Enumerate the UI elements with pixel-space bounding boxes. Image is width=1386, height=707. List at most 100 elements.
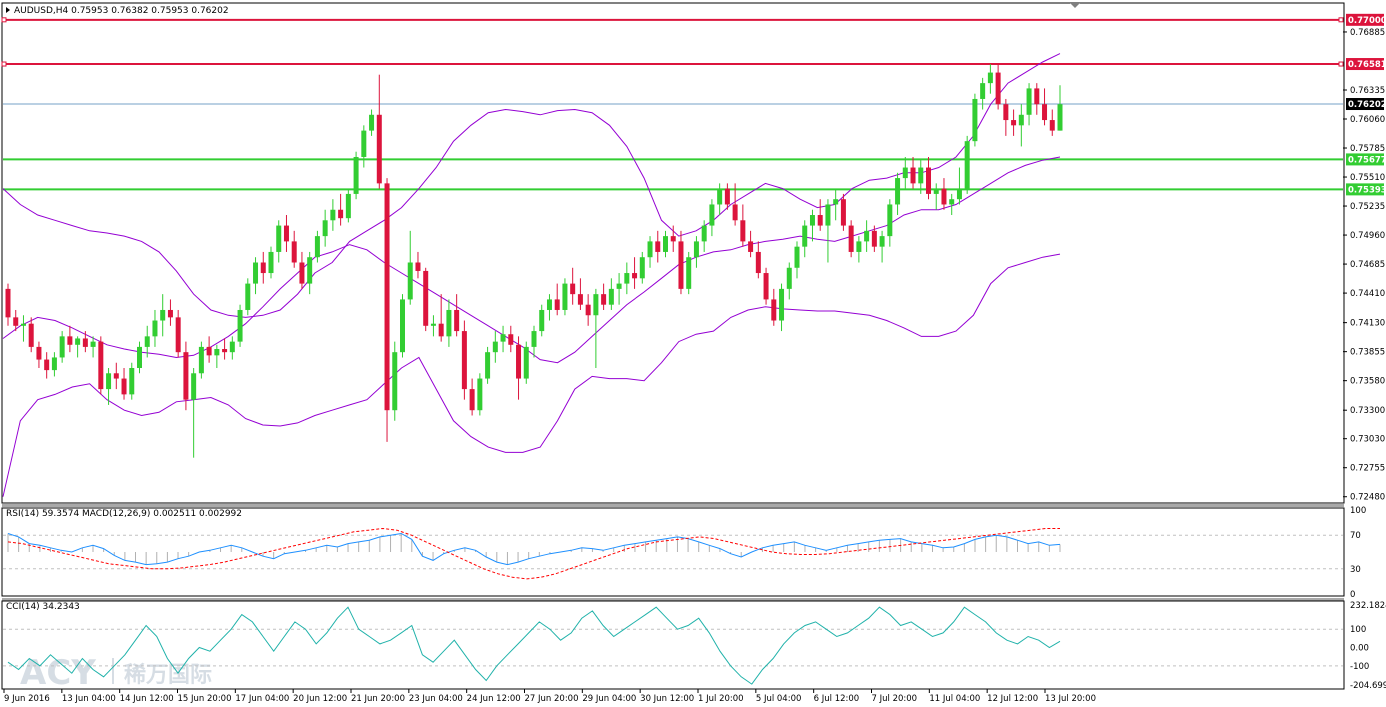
candle[interactable]	[864, 220, 870, 252]
candle[interactable]	[407, 230, 413, 305]
candle[interactable]	[616, 273, 622, 305]
candle[interactable]	[539, 304, 545, 337]
candle[interactable]	[82, 331, 88, 353]
candle[interactable]	[5, 283, 11, 326]
candle[interactable]	[361, 125, 367, 168]
candle[interactable]	[469, 378, 475, 416]
candle[interactable]	[268, 246, 274, 279]
candle[interactable]	[732, 183, 738, 226]
candle[interactable]	[755, 241, 761, 279]
candle[interactable]	[531, 325, 537, 358]
candle[interactable]	[67, 325, 73, 353]
candle[interactable]	[330, 199, 336, 231]
candle[interactable]	[214, 344, 220, 369]
candle[interactable]	[90, 336, 96, 358]
candle[interactable]	[492, 331, 498, 363]
candle[interactable]	[577, 278, 583, 310]
candle[interactable]	[709, 199, 715, 237]
candle[interactable]	[1011, 109, 1017, 136]
candle[interactable]	[198, 341, 204, 379]
candle[interactable]	[840, 193, 846, 231]
candle[interactable]	[601, 283, 607, 310]
candle[interactable]	[485, 346, 491, 384]
main-chart-panel[interactable]	[1, 2, 1345, 504]
candle[interactable]	[956, 167, 962, 205]
candle[interactable]	[523, 341, 529, 384]
candle[interactable]	[949, 193, 955, 216]
candle[interactable]	[1018, 104, 1024, 147]
candle[interactable]	[655, 230, 661, 263]
candle[interactable]	[129, 362, 135, 400]
candle[interactable]	[632, 257, 638, 289]
candle[interactable]	[608, 278, 614, 310]
candle[interactable]	[508, 325, 514, 353]
candle[interactable]	[1026, 83, 1032, 126]
candle[interactable]	[910, 156, 916, 189]
level-anchor-handle[interactable]	[1, 17, 7, 23]
candle[interactable]	[933, 183, 939, 210]
candle[interactable]	[817, 199, 823, 231]
candle[interactable]	[779, 283, 785, 332]
level-anchor-handle[interactable]	[1338, 61, 1344, 67]
candle[interactable]	[995, 64, 1001, 110]
candle[interactable]	[964, 135, 970, 194]
candle[interactable]	[36, 341, 42, 369]
candle[interactable]	[152, 309, 158, 347]
candle[interactable]	[500, 325, 506, 353]
candle[interactable]	[1003, 98, 1009, 136]
candle[interactable]	[802, 220, 808, 258]
candle[interactable]	[1057, 85, 1063, 131]
candle[interactable]	[20, 315, 26, 342]
candle[interactable]	[701, 220, 707, 252]
candle[interactable]	[338, 193, 344, 226]
candle[interactable]	[856, 236, 862, 263]
candle[interactable]	[106, 368, 112, 405]
level-anchor-handle[interactable]	[1338, 17, 1344, 23]
candle[interactable]	[438, 294, 444, 342]
candle[interactable]	[980, 77, 986, 110]
candle[interactable]	[871, 225, 877, 252]
candle[interactable]	[724, 183, 730, 210]
candle[interactable]	[345, 188, 351, 223]
candle[interactable]	[322, 209, 328, 247]
candle[interactable]	[446, 299, 452, 347]
level-anchor-handle[interactable]	[1, 61, 7, 67]
candle[interactable]	[740, 204, 746, 247]
candle[interactable]	[678, 230, 684, 295]
cci-panel[interactable]	[1, 600, 1345, 690]
candle[interactable]	[121, 368, 127, 400]
candle[interactable]	[562, 278, 568, 316]
candle[interactable]	[430, 315, 436, 337]
candle[interactable]	[454, 294, 460, 337]
candle[interactable]	[191, 368, 197, 458]
candle[interactable]	[763, 267, 769, 305]
candle[interactable]	[918, 159, 924, 194]
candle[interactable]	[794, 241, 800, 279]
candle[interactable]	[307, 251, 313, 295]
chart-shift-marker-icon[interactable]	[1070, 3, 1080, 8]
candle[interactable]	[75, 336, 81, 358]
candle[interactable]	[477, 373, 483, 416]
candle[interactable]	[44, 352, 50, 379]
candle[interactable]	[593, 288, 599, 369]
candle[interactable]	[369, 109, 375, 136]
candle[interactable]	[59, 331, 65, 363]
candle[interactable]	[717, 183, 723, 216]
candle[interactable]	[51, 352, 57, 377]
candle[interactable]	[941, 178, 947, 210]
candle[interactable]	[546, 294, 552, 321]
candle[interactable]	[423, 267, 429, 332]
candle[interactable]	[972, 93, 978, 147]
candle[interactable]	[825, 199, 831, 263]
candle[interactable]	[1049, 109, 1055, 136]
candle[interactable]	[276, 220, 282, 263]
candle[interactable]	[887, 199, 893, 247]
candle[interactable]	[771, 288, 777, 326]
candle[interactable]	[291, 230, 297, 268]
candle[interactable]	[786, 262, 792, 300]
candle[interactable]	[283, 215, 289, 252]
candle[interactable]	[570, 267, 576, 305]
candle[interactable]	[245, 278, 251, 316]
candle[interactable]	[1034, 83, 1040, 115]
